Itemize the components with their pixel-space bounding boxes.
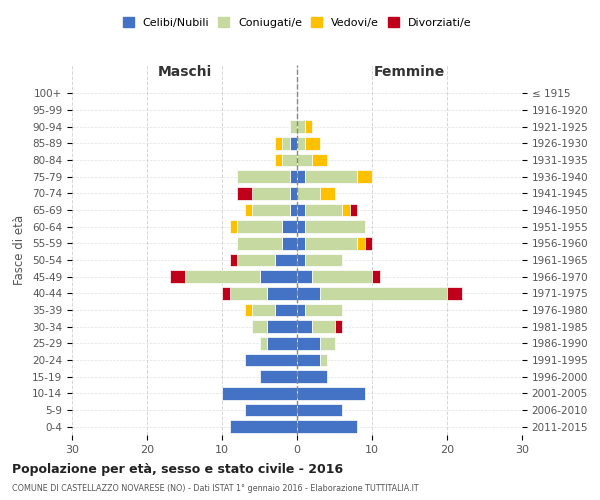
- Bar: [267, 320, 297, 333]
- Bar: [297, 254, 305, 266]
- Bar: [297, 170, 305, 183]
- Bar: [185, 270, 260, 283]
- Bar: [297, 287, 320, 300]
- Text: Popolazione per età, sesso e stato civile - 2016: Popolazione per età, sesso e stato civil…: [12, 462, 343, 475]
- Bar: [305, 237, 357, 250]
- Bar: [305, 254, 342, 266]
- Bar: [312, 320, 335, 333]
- Bar: [260, 337, 267, 349]
- Bar: [282, 137, 290, 149]
- Bar: [290, 170, 297, 183]
- Bar: [290, 187, 297, 200]
- Bar: [297, 204, 305, 216]
- Bar: [237, 220, 282, 233]
- Bar: [357, 237, 365, 250]
- Bar: [297, 387, 365, 400]
- Bar: [297, 237, 305, 250]
- Bar: [335, 320, 342, 333]
- Bar: [297, 137, 305, 149]
- Bar: [320, 337, 335, 349]
- Bar: [305, 170, 357, 183]
- Bar: [297, 270, 312, 283]
- Legend: Celibi/Nubili, Coniugati/e, Vedovi/e, Divorziati/e: Celibi/Nubili, Coniugati/e, Vedovi/e, Di…: [121, 15, 473, 30]
- Bar: [357, 170, 372, 183]
- Bar: [297, 187, 320, 200]
- Bar: [222, 387, 297, 400]
- Bar: [297, 420, 357, 433]
- Bar: [297, 337, 320, 349]
- Bar: [282, 154, 297, 166]
- Bar: [237, 187, 252, 200]
- Bar: [170, 270, 185, 283]
- Bar: [252, 187, 290, 200]
- Bar: [237, 170, 290, 183]
- Bar: [275, 154, 282, 166]
- Bar: [320, 354, 327, 366]
- Bar: [222, 287, 229, 300]
- Bar: [229, 420, 297, 433]
- Bar: [275, 304, 297, 316]
- Bar: [245, 354, 297, 366]
- Bar: [245, 304, 252, 316]
- Bar: [275, 137, 282, 149]
- Bar: [297, 154, 312, 166]
- Bar: [282, 237, 297, 250]
- Bar: [237, 254, 275, 266]
- Bar: [252, 204, 290, 216]
- Bar: [245, 404, 297, 416]
- Bar: [297, 220, 305, 233]
- Bar: [229, 287, 267, 300]
- Bar: [260, 270, 297, 283]
- Bar: [245, 204, 252, 216]
- Bar: [305, 304, 342, 316]
- Text: COMUNE DI CASTELLAZZO NOVARESE (NO) - Dati ISTAT 1° gennaio 2016 - Elaborazione : COMUNE DI CASTELLAZZO NOVARESE (NO) - Da…: [12, 484, 419, 493]
- Bar: [297, 370, 327, 383]
- Bar: [312, 154, 327, 166]
- Bar: [282, 220, 297, 233]
- Bar: [312, 270, 372, 283]
- Bar: [305, 220, 365, 233]
- Bar: [252, 304, 275, 316]
- Bar: [320, 187, 335, 200]
- Bar: [320, 287, 447, 300]
- Bar: [447, 287, 462, 300]
- Y-axis label: Fasce di età: Fasce di età: [13, 215, 26, 285]
- Bar: [297, 404, 342, 416]
- Bar: [290, 204, 297, 216]
- Bar: [290, 137, 297, 149]
- Bar: [305, 204, 342, 216]
- Text: Femmine: Femmine: [374, 64, 445, 78]
- Bar: [260, 370, 297, 383]
- Bar: [275, 254, 297, 266]
- Bar: [229, 254, 237, 266]
- Bar: [349, 204, 357, 216]
- Bar: [297, 354, 320, 366]
- Bar: [297, 304, 305, 316]
- Bar: [297, 120, 305, 133]
- Bar: [372, 270, 380, 283]
- Bar: [252, 320, 267, 333]
- Bar: [267, 337, 297, 349]
- Bar: [305, 120, 312, 133]
- Bar: [290, 120, 297, 133]
- Y-axis label: Anni di nascita: Anni di nascita: [596, 206, 600, 294]
- Text: Maschi: Maschi: [157, 64, 212, 78]
- Bar: [237, 237, 282, 250]
- Bar: [267, 287, 297, 300]
- Bar: [342, 204, 349, 216]
- Bar: [297, 320, 312, 333]
- Bar: [365, 237, 372, 250]
- Bar: [305, 137, 320, 149]
- Bar: [229, 220, 237, 233]
